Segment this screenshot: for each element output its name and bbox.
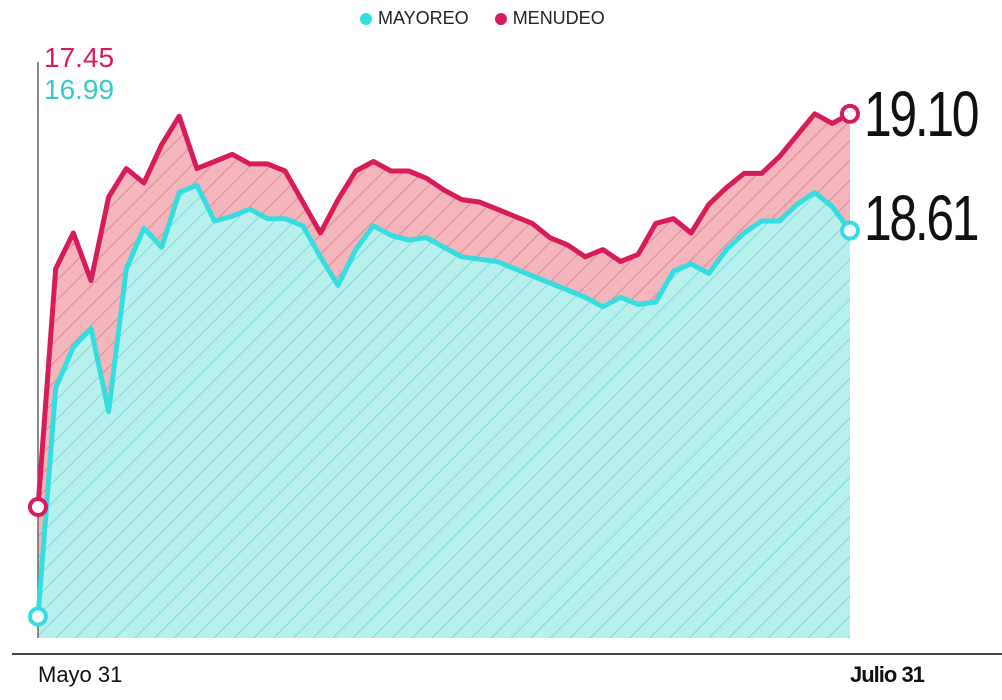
legend: MAYOREO MENUDEO bbox=[360, 8, 605, 29]
legend-item-menudeo: MENUDEO bbox=[494, 8, 605, 29]
legend-label-menudeo: MENUDEO bbox=[512, 8, 605, 28]
mayoreo-start-marker bbox=[28, 606, 48, 627]
x-axis-end-label: Julio 31 bbox=[850, 662, 925, 687]
start-value-menudeo: 17.45 bbox=[44, 42, 115, 73]
menudeo-start-marker bbox=[28, 496, 48, 517]
mayoreo-area bbox=[38, 185, 850, 639]
start-value-mayoreo: 16.99 bbox=[44, 74, 115, 105]
end-value-mayoreo: 18.61 bbox=[864, 182, 980, 254]
menudeo-dot-icon bbox=[494, 12, 507, 25]
menudeo-line bbox=[35, 111, 852, 508]
mayoreo-line bbox=[35, 182, 853, 617]
plot-area bbox=[12, 62, 1002, 655]
mayoreo-end-marker bbox=[840, 220, 860, 241]
legend-item-mayoreo: MAYOREO bbox=[360, 8, 469, 29]
end-value-menudeo: 19.10 bbox=[864, 78, 980, 150]
x-axis-start-label: Mayo 31 bbox=[38, 662, 123, 687]
menudeo-end-marker bbox=[840, 103, 860, 124]
legend-label-mayoreo: MAYOREO bbox=[378, 8, 469, 28]
mayoreo-dot-icon bbox=[360, 12, 372, 25]
